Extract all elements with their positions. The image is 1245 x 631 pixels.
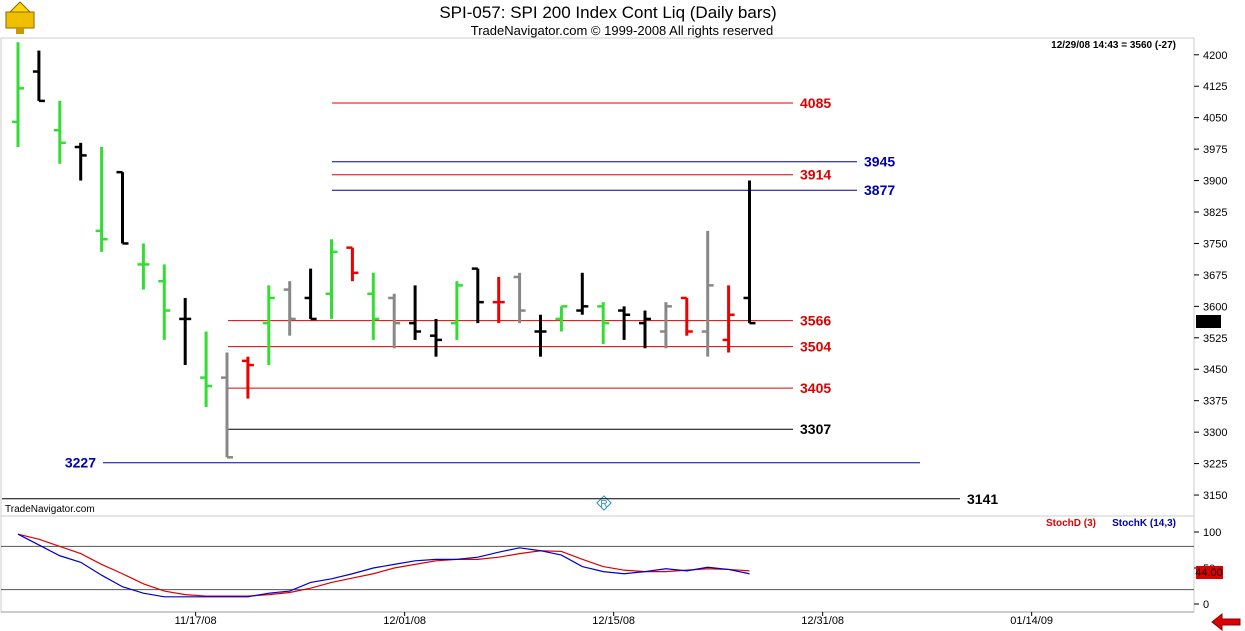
- price-tick-label: 3675: [1203, 270, 1227, 282]
- price-bar: [262, 285, 275, 366]
- price-tick-label: 3525: [1203, 333, 1227, 345]
- price-bar: [388, 293, 401, 349]
- price-bar: [116, 170, 129, 245]
- price-bar: [304, 268, 317, 321]
- level-label-3405: 3405: [800, 380, 831, 396]
- price-tick-label: 4200: [1203, 50, 1227, 62]
- level-label-3914: 3914: [800, 167, 831, 183]
- price-bar: [221, 352, 233, 459]
- price-bar: [450, 281, 463, 340]
- price-bar: [576, 272, 589, 315]
- price-bar: [53, 100, 66, 164]
- date-tick-label: 01/14/09: [1010, 615, 1053, 627]
- price-bar: [659, 302, 672, 349]
- level-label-4085: 4085: [800, 95, 831, 111]
- watermark: TradeNavigator.com: [5, 504, 95, 515]
- price-bar: [32, 50, 45, 103]
- price-bar: [513, 272, 526, 324]
- price-bar: [158, 264, 171, 340]
- stoch-k-legend: StochK (14,3): [1112, 518, 1176, 529]
- price-tick-label: 3825: [1203, 207, 1227, 219]
- price-tick-label: 3450: [1203, 364, 1227, 376]
- level-label-3227: 3227: [65, 455, 96, 471]
- level-label-3566: 3566: [800, 313, 831, 329]
- price-bar: [492, 277, 505, 324]
- price-bar: [12, 42, 24, 148]
- price-bar: [430, 318, 442, 357]
- stoch-k-line: [17, 533, 750, 598]
- level-lines: 4085 3945 3914 3877 3566 3504 3405 3307 3227 3141: [2, 95, 998, 507]
- price-tick-label: 4125: [1203, 81, 1227, 93]
- price-tick-label: 3600: [1203, 301, 1227, 313]
- price-bar: [241, 356, 254, 399]
- price-bar: [74, 142, 87, 181]
- price-bar: [346, 246, 359, 282]
- stoch-value-badge: 44.00: [1195, 566, 1223, 579]
- price-bars: [12, 42, 756, 459]
- price-readout: 12/29/08 14:43 = 3560 (-27): [1051, 40, 1176, 51]
- red-left-arrow-icon[interactable]: [1211, 612, 1241, 631]
- price-bar: [471, 267, 484, 324]
- svg-text:R: R: [600, 499, 607, 510]
- date-tick-label: 12/01/08: [383, 615, 426, 627]
- stoch-value-label: 44.00: [1195, 567, 1223, 579]
- level-label-3504: 3504: [800, 339, 831, 355]
- stoch-tick-label: 100: [1203, 527, 1221, 539]
- date-tick-label: 11/17/08: [175, 615, 217, 627]
- chart-subtitle: TradeNavigator.com © 1999-2008 All right…: [471, 23, 773, 38]
- price-tick-label: 4050: [1203, 113, 1227, 125]
- price-tick-label: 3375: [1203, 396, 1227, 408]
- current-price-label: 3560: [1196, 316, 1220, 328]
- date-tick-label: 12/15/08: [592, 615, 635, 627]
- stoch-d-line: [17, 533, 750, 597]
- r-diamond-icon[interactable]: R: [596, 495, 612, 511]
- chart-title: SPI-057: SPI 200 Index Cont Liq (Daily b…: [439, 3, 776, 22]
- price-bar: [743, 180, 756, 325]
- price-bar: [618, 306, 631, 340]
- price-tick-label: 3900: [1203, 176, 1227, 188]
- price-bar: [534, 314, 547, 357]
- current-price-badge: 3560: [1196, 315, 1221, 328]
- stochastic-lines: [17, 533, 750, 598]
- price-bar: [367, 272, 380, 340]
- price-bar: [283, 281, 296, 336]
- price-tick-label: 3300: [1203, 427, 1227, 439]
- price-bar: [325, 239, 338, 319]
- date-axis: 11/17/08 12/01/08 12/15/08 12/31/08 01/14/09: [1, 611, 1194, 627]
- price-tick-label: 3225: [1203, 459, 1227, 471]
- stoch-tick-label: 0: [1203, 599, 1209, 611]
- price-bar: [555, 305, 568, 332]
- stoch-d-legend: StochD (3): [1046, 518, 1096, 529]
- price-panel: [0, 37, 1195, 517]
- price-bar: [680, 296, 693, 336]
- price-bar: [95, 147, 108, 252]
- price-tick-label: 3150: [1203, 490, 1227, 502]
- level-label-3945: 3945: [864, 154, 895, 170]
- price-bar: [722, 285, 735, 353]
- price-bar: [701, 230, 714, 357]
- trophy-logo-icon: [5, 1, 35, 34]
- price-bar: [179, 297, 192, 366]
- price-tick-label: 3750: [1203, 238, 1227, 250]
- level-label-3307: 3307: [800, 421, 831, 437]
- date-tick-label: 12/31/08: [801, 615, 844, 627]
- level-label-3141: 3141: [967, 491, 998, 507]
- logo: [5, 1, 35, 34]
- price-bar: [409, 285, 422, 340]
- price-bar: [639, 310, 651, 349]
- price-axis: 4200 4125 4050 3975 3900 3825 3750 3675 3600 3525…: [1194, 50, 1227, 502]
- price-bar: [597, 302, 610, 345]
- price-bar: [137, 243, 150, 290]
- level-label-3877: 3877: [864, 182, 895, 198]
- price-tick-label: 3975: [1203, 144, 1227, 156]
- price-bar: [200, 331, 213, 407]
